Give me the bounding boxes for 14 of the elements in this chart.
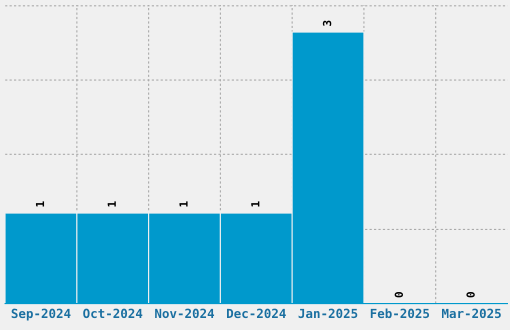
x-tick-label: Nov-2024 — [155, 308, 214, 318]
x-tick-label: Mar-2025 — [442, 308, 501, 318]
data-label: 0 — [466, 292, 475, 298]
data-label: 1 — [108, 201, 116, 207]
x-tick-label: Dec-2024 — [227, 308, 286, 318]
data-label: 1 — [36, 201, 44, 207]
data-label: 1 — [251, 201, 260, 207]
data-label: 3 — [322, 20, 332, 26]
data-label: 0 — [394, 292, 404, 298]
x-tick-label: Oct-2024 — [83, 308, 142, 318]
x-tick-label: Jan-2025 — [298, 308, 358, 318]
x-tick-label: Feb-2025 — [370, 308, 430, 318]
x-tick-label: Sep-2024 — [12, 308, 71, 321]
data-label: 1 — [179, 201, 188, 207]
